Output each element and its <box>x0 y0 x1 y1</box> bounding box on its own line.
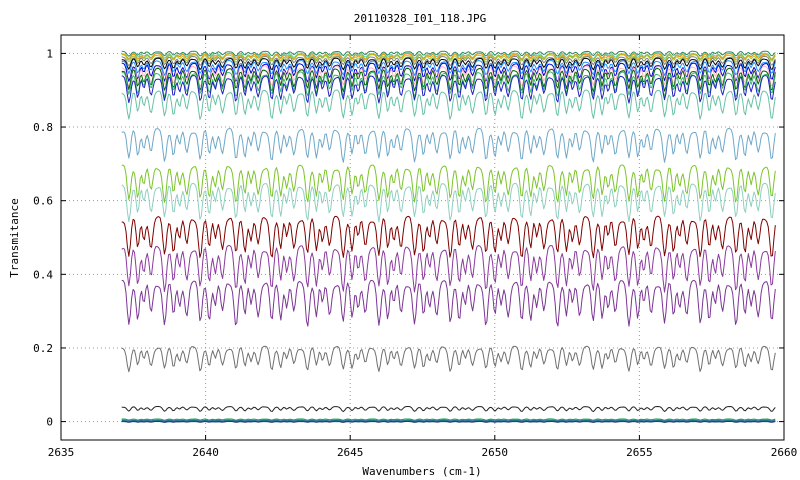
y-tick-labels: 0 0.2 0.4 0.6 0.8 1 <box>33 47 53 428</box>
series-line <box>121 345 776 373</box>
x-tick-label: 2650 <box>482 446 509 459</box>
x-tick-label: 2635 <box>48 446 75 459</box>
y-tick-label: 0.4 <box>33 268 53 281</box>
series-line <box>121 244 776 293</box>
x-tick-label: 2660 <box>771 446 798 459</box>
chart-title: 20110328_I01_118.JPG <box>354 12 486 25</box>
y-axis-label: Transmitance <box>8 198 21 277</box>
series-line <box>121 182 776 223</box>
y-tick-label: 0 <box>46 416 53 429</box>
series-line <box>121 57 776 71</box>
y-tick-label: 1 <box>46 47 53 60</box>
y-tick-label: 0.6 <box>33 195 53 208</box>
series-line <box>121 215 776 259</box>
series-line <box>121 127 776 163</box>
series-line <box>121 406 776 413</box>
tick-marks <box>60 35 785 440</box>
series-line <box>121 279 776 327</box>
x-tick-labels: 2635 2640 2645 2650 2655 2660 <box>48 446 798 459</box>
series-line <box>121 421 776 423</box>
series-line <box>121 54 776 63</box>
series-line <box>121 419 776 422</box>
x-tick-label: 2640 <box>192 446 219 459</box>
series-line <box>121 74 776 104</box>
series-group <box>121 50 776 423</box>
series-line <box>121 62 776 83</box>
series-line <box>121 60 776 76</box>
y-tick-label: 0.2 <box>33 342 53 355</box>
series-line <box>121 55 776 67</box>
series-line <box>121 164 776 203</box>
x-tick-label: 2655 <box>626 446 653 459</box>
x-axis-label: Wavenumbers (cm-1) <box>362 465 481 478</box>
series-line <box>121 50 776 57</box>
plot-frame <box>60 34 785 441</box>
series-line <box>121 420 776 423</box>
y-tick-label: 0.8 <box>33 121 53 134</box>
x-tick-label: 2645 <box>337 446 364 459</box>
series-line <box>121 89 776 120</box>
series-line <box>121 418 776 421</box>
